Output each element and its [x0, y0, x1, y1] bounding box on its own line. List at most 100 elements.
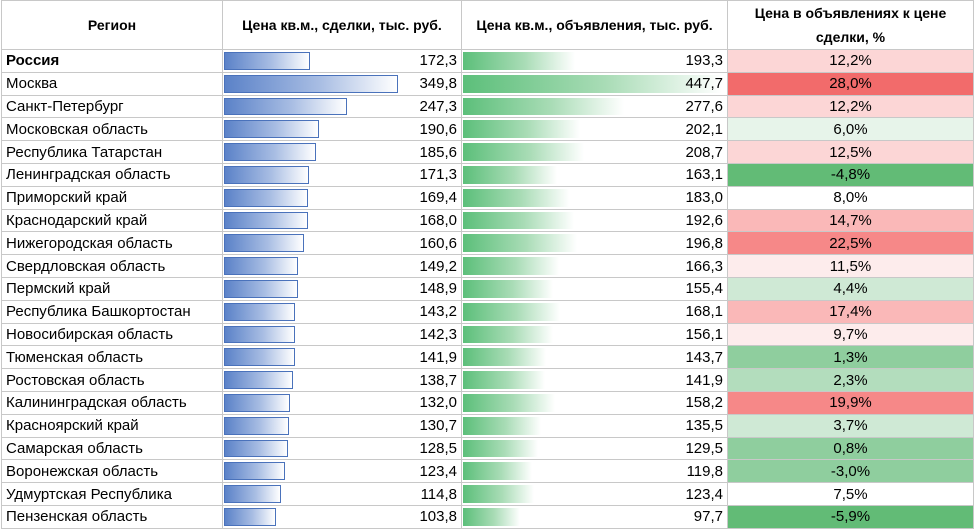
ad-price-cell: 143,7	[461, 345, 728, 370]
ad-price-cell: 192,6	[461, 208, 728, 233]
deal-price-value: 123,4	[419, 462, 457, 480]
ad-price-bar	[463, 188, 569, 207]
deal-price-bar	[224, 165, 309, 184]
ad-price-value: 135,5	[685, 417, 723, 435]
ad-price-cell: 193,3	[461, 49, 728, 73]
header-deal-price: Цена кв.м., сделки, тыс. руб.	[222, 0, 462, 50]
ad-price-bar	[463, 302, 560, 321]
ad-price-value: 166,3	[685, 257, 723, 275]
deal-price-cell: 138,7	[222, 368, 462, 392]
deal-price-value: 138,7	[419, 371, 457, 389]
ratio-cell: 17,4%	[727, 299, 974, 324]
deal-price-cell: 130,7	[222, 413, 462, 438]
deal-price-value: 349,8	[419, 75, 457, 93]
ad-price-bar	[463, 485, 534, 503]
ratio-cell: 12,5%	[727, 140, 974, 164]
header-row: Регион Цена кв.м., сделки, тыс. руб. Цен…	[1, 0, 974, 50]
region-cell: Московская область	[1, 117, 223, 142]
ratio-cell: 12,2%	[727, 94, 974, 119]
ad-price-bar	[463, 348, 546, 367]
ad-price-bar	[463, 234, 577, 253]
deal-price-cell: 349,8	[222, 71, 462, 96]
ad-price-bar	[463, 279, 553, 298]
table-row: Самарская область 128,5 129,5 0,8%	[1, 436, 974, 461]
region-cell: Москва	[1, 71, 223, 96]
deal-price-bar	[224, 371, 293, 389]
table-row: Тюменская область 141,9 143,7 1,3%	[1, 345, 974, 370]
ad-price-value: 158,2	[685, 394, 723, 412]
table-row: Санкт-Петербург 247,3 277,6 12,2%	[1, 94, 974, 119]
ratio-cell: 28,0%	[727, 71, 974, 96]
ad-price-cell: 208,7	[461, 140, 728, 164]
ad-price-cell: 155,4	[461, 276, 728, 301]
deal-price-value: 169,4	[419, 189, 457, 207]
table-row: Калининградская область 132,0 158,2 19,9%	[1, 390, 974, 415]
table-row: Новосибирская область 142,3 156,1 9,7%	[1, 322, 974, 347]
table-row: Ленинградская область 171,3 163,1 -4,8%	[1, 162, 974, 187]
ratio-cell: 12,2%	[727, 49, 974, 73]
ad-price-cell: 277,6	[461, 94, 728, 119]
ad-price-value: 192,6	[685, 211, 723, 229]
table-row: Пермский край 148,9 155,4 4,4%	[1, 276, 974, 301]
ad-price-cell: 166,3	[461, 254, 728, 278]
deal-price-bar	[224, 97, 347, 116]
ad-price-value: 193,3	[685, 52, 723, 70]
deal-price-cell: 114,8	[222, 482, 462, 506]
ad-price-value: 97,7	[693, 508, 723, 526]
ratio-cell: 8,0%	[727, 185, 974, 210]
deal-price-bar	[224, 188, 308, 207]
ad-price-bar	[463, 74, 722, 93]
deal-price-cell: 142,3	[222, 322, 462, 347]
ad-price-bar	[463, 52, 575, 70]
ratio-cell: 11,5%	[727, 254, 974, 278]
ratio-cell: -5,9%	[727, 504, 974, 529]
deal-price-bar	[224, 302, 295, 321]
deal-price-value: 190,6	[419, 120, 457, 138]
ad-price-bar	[463, 325, 553, 344]
ad-price-bar	[463, 371, 545, 389]
deal-price-value: 185,6	[419, 143, 457, 161]
deal-price-bar	[224, 211, 308, 230]
ratio-cell: -4,8%	[727, 162, 974, 187]
deal-price-value: 168,0	[419, 211, 457, 229]
deal-price-value: 172,3	[419, 52, 457, 70]
deal-price-value: 132,0	[419, 394, 457, 412]
ratio-cell: 22,5%	[727, 231, 974, 256]
ad-price-bar	[463, 165, 557, 184]
deal-price-cell: 168,0	[222, 208, 462, 233]
ad-price-bar	[463, 439, 538, 458]
deal-price-value: 142,3	[419, 325, 457, 343]
region-cell: Воронежская область	[1, 459, 223, 484]
deal-price-bar	[224, 393, 290, 412]
ad-price-value: 277,6	[685, 97, 723, 115]
deal-price-bar	[224, 279, 298, 298]
deal-price-cell: 149,2	[222, 254, 462, 278]
header-ratio: Цена в объявлениях к цене сделки, %	[727, 0, 974, 50]
table-body: Россия 172,3 193,3 12,2% Москва 349,8 447,7 28,…	[1, 49, 974, 529]
deal-price-bar	[224, 348, 295, 367]
deal-price-bar	[224, 143, 316, 161]
ratio-cell: -3,0%	[727, 459, 974, 484]
table-row: Удмуртская Республика 114,8 123,4 7,5%	[1, 482, 974, 506]
ad-price-cell: 123,4	[461, 482, 728, 506]
deal-price-cell: 247,3	[222, 94, 462, 119]
ad-price-bar	[463, 143, 584, 161]
deal-price-value: 247,3	[419, 97, 457, 115]
table-row: Нижегородская область 160,6 196,8 22,5%	[1, 231, 974, 256]
ad-price-value: 168,1	[685, 303, 723, 321]
ad-price-value: 143,7	[685, 348, 723, 366]
deal-price-value: 128,5	[419, 439, 457, 457]
ad-price-value: 447,7	[685, 75, 723, 93]
deal-price-bar	[224, 507, 276, 526]
ratio-cell: 0,8%	[727, 436, 974, 461]
region-cell: Пермский край	[1, 276, 223, 301]
ad-price-cell: 202,1	[461, 117, 728, 142]
region-cell: Калининградская область	[1, 390, 223, 415]
deal-price-cell: 185,6	[222, 140, 462, 164]
ad-price-bar	[463, 462, 532, 481]
ad-price-cell: 156,1	[461, 322, 728, 347]
table-row: Россия 172,3 193,3 12,2%	[1, 49, 974, 73]
deal-price-cell: 172,3	[222, 49, 462, 73]
ad-price-value: 155,4	[685, 280, 723, 298]
